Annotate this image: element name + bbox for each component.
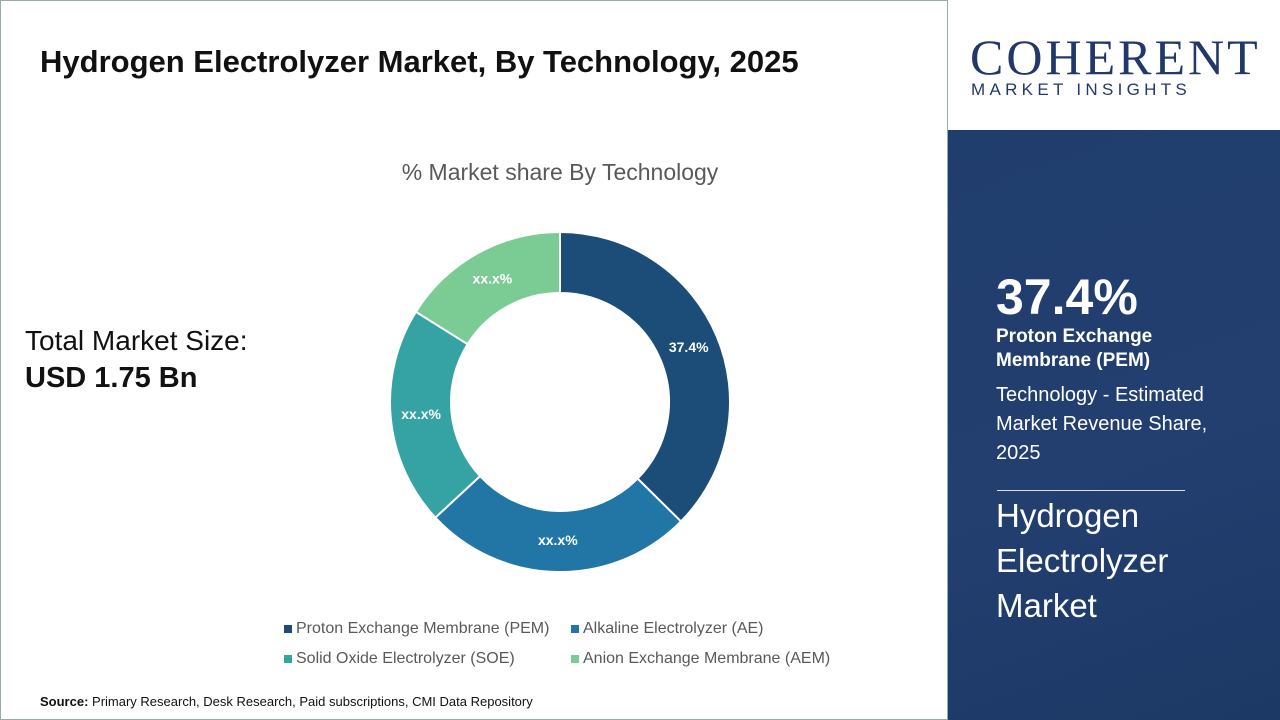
side-panel [948,130,1280,720]
data-label: 37.4% [669,339,709,355]
donut-segment [559,230,731,523]
logo-name: COHERENT [970,29,1261,85]
legend-label: Solid Oxide Electrolyzer (SOE) [296,650,515,667]
data-label: xx.x% [538,532,578,548]
market-size-value: USD 1.75 Bn [25,362,198,394]
logo-area [948,0,1280,130]
chart: % Market share By Technology 37.4% xx.x% x… [284,159,830,667]
donut-segment [414,230,561,346]
data-label: xx.x% [473,271,513,287]
highlight-segment: Proton Exchange Membrane (PEM) [996,326,1153,371]
donut-segment [433,474,683,573]
source-label: Source: [40,694,89,709]
market-size-label: Total Market Size: [25,325,248,356]
legend-label: Proton Exchange Membrane (PEM) [296,620,549,637]
legend-marker [571,655,579,663]
chart-title: % Market share By Technology [402,159,719,185]
separator [997,490,1185,491]
legend-marker [284,655,292,663]
legend-label: Anion Exchange Membrane (AEM) [583,650,830,667]
page-title: Hydrogen Electrolyzer Market, By Technol… [40,44,799,79]
legend-marker [571,625,579,633]
legend-label: Alkaline Electrolyzer (AE) [583,620,764,637]
highlight-market: Hydrogen Electrolyzer Market [996,497,1169,624]
legend-marker [284,625,292,633]
source-text: Primary Research, Desk Research, Paid su… [92,694,533,709]
highlight-value: 37.4% [996,269,1138,325]
data-label: xx.x% [401,406,441,422]
highlight-description: Technology - Estimated Market Revenue Sh… [996,384,1208,464]
logo-tagline: MARKET INSIGHTS [971,80,1192,99]
source: Source: Primary Research, Desk Research,… [40,694,533,709]
